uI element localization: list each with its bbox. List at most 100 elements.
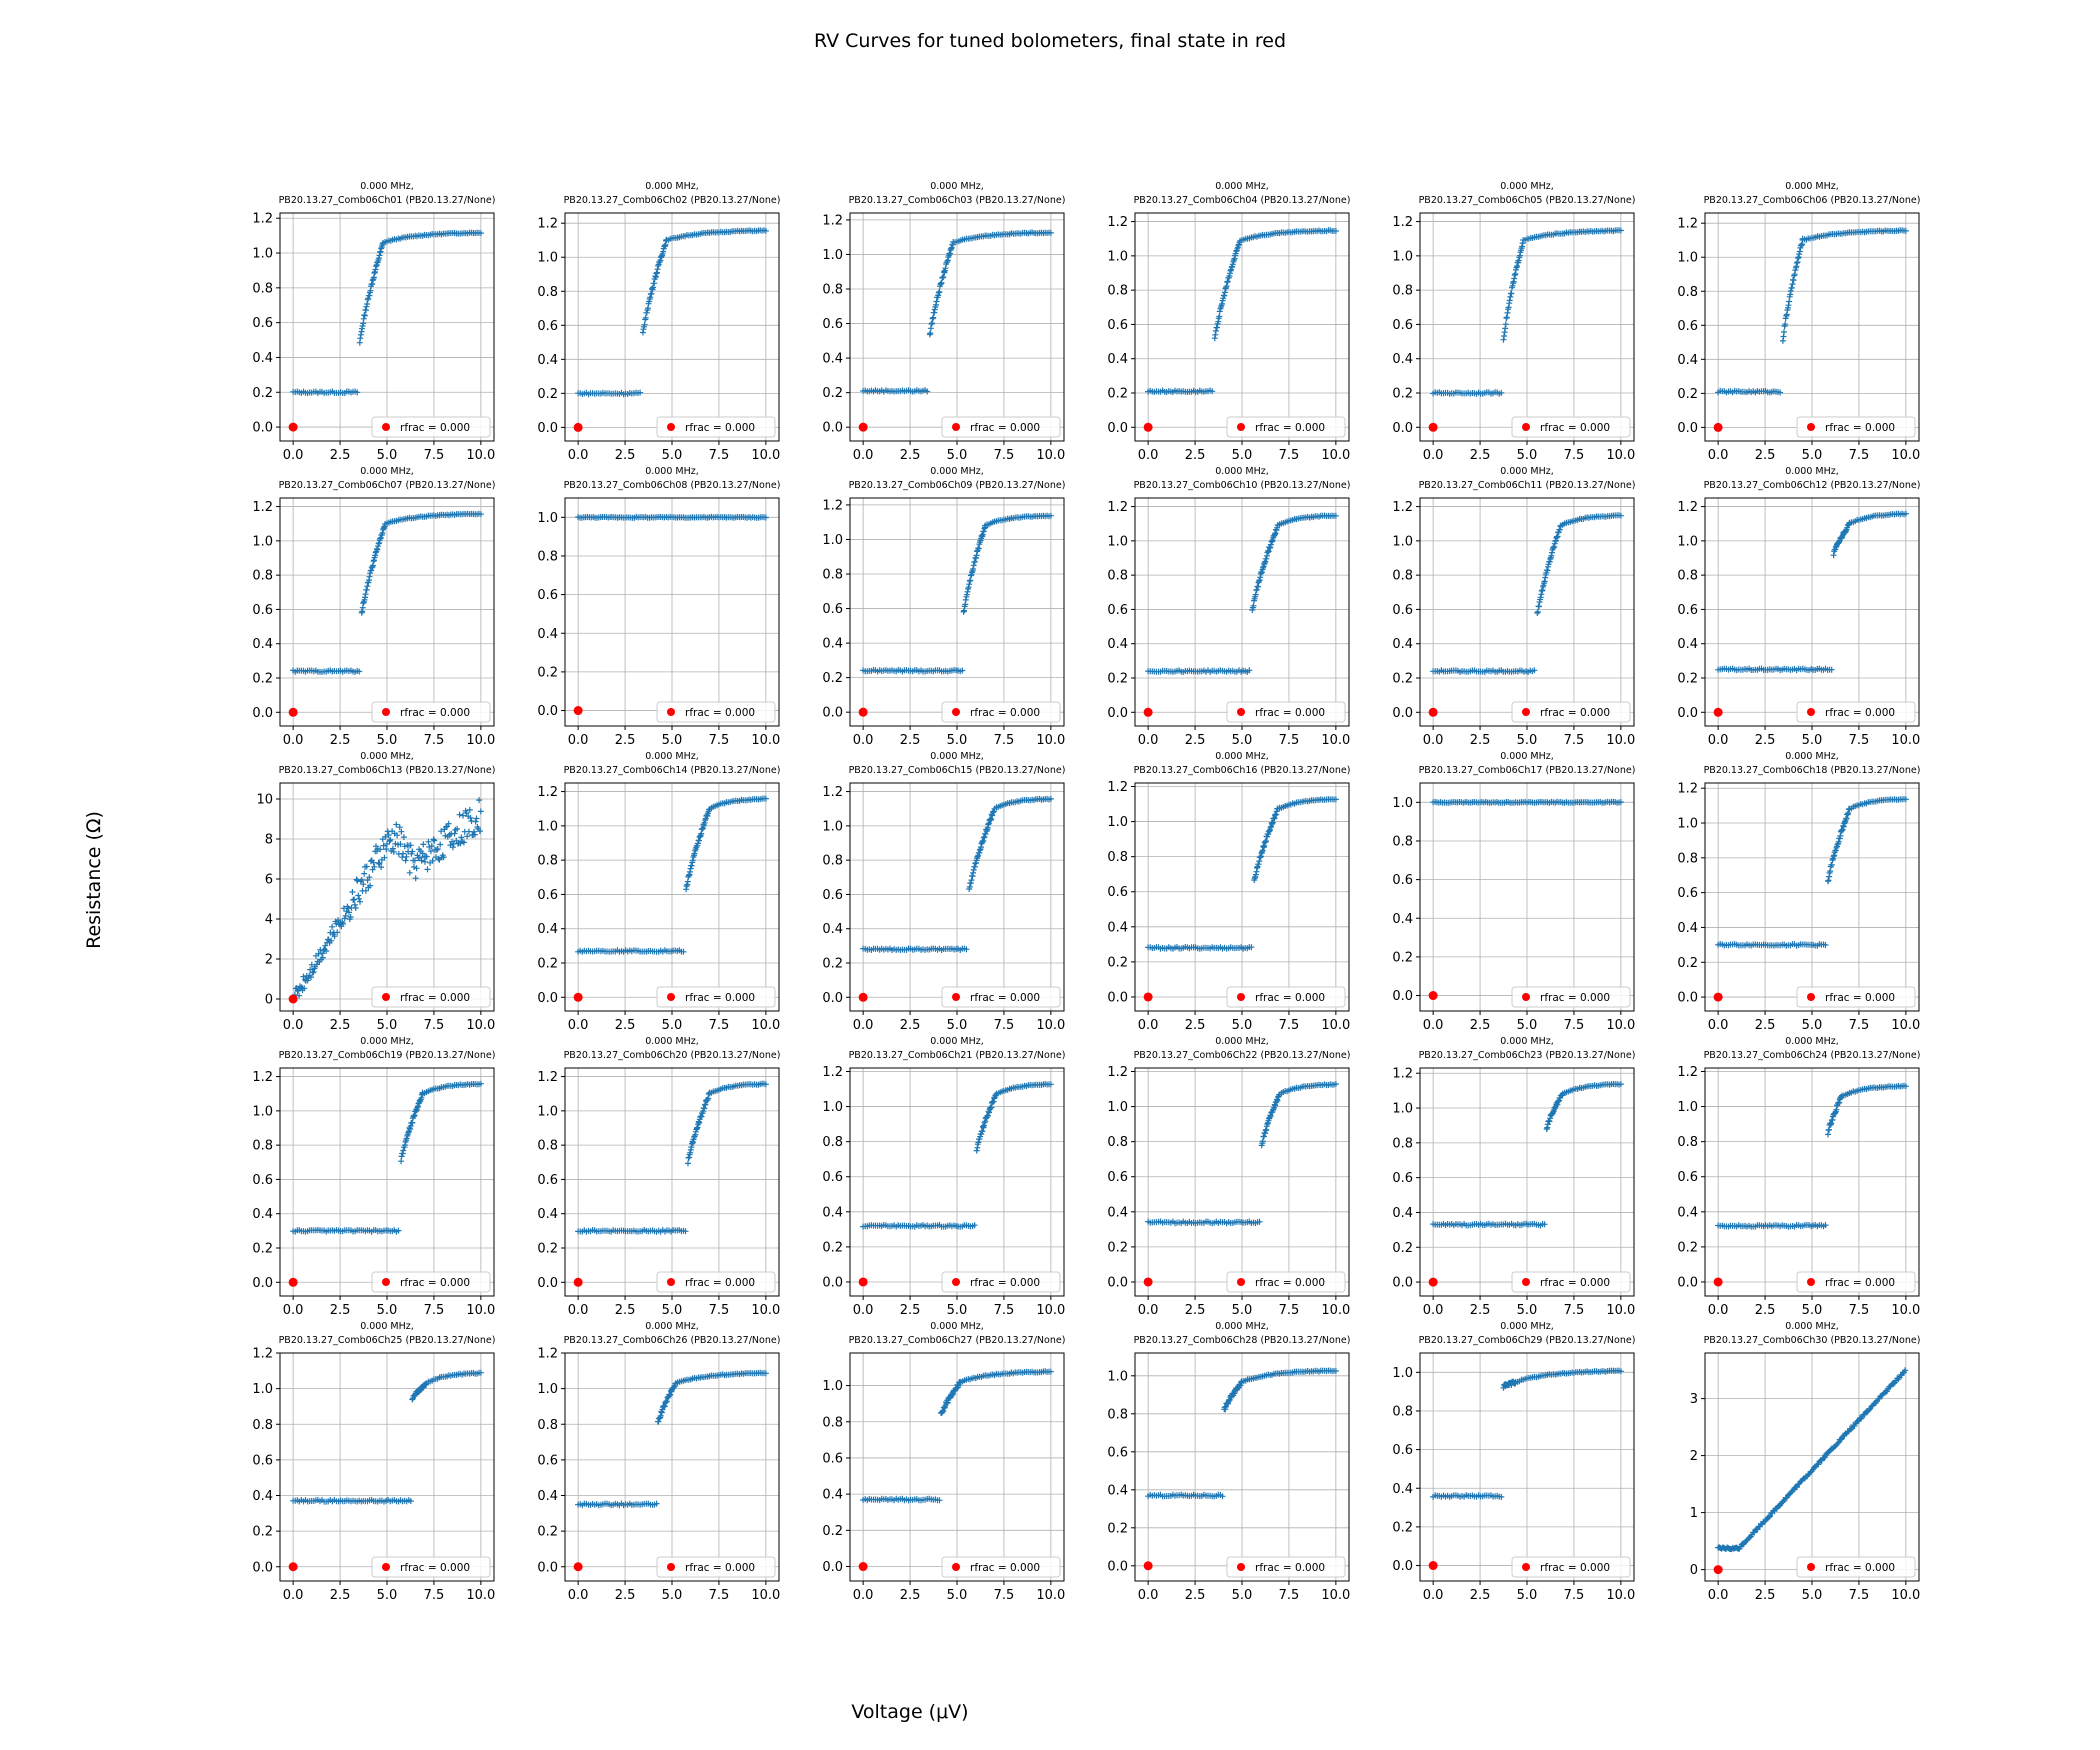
x-tick-label: 10.0 xyxy=(1606,1303,1635,1318)
x-tick-label: 10.0 xyxy=(1606,1588,1635,1603)
y-tick-label: 0.0 xyxy=(1107,1559,1128,1574)
rv-data-points xyxy=(575,513,769,521)
x-tick-label: 0.0 xyxy=(1708,448,1729,463)
y-tick-label: 0.4 xyxy=(822,922,843,937)
legend-box xyxy=(1226,416,1346,438)
y-tick-label: 1.0 xyxy=(1107,249,1128,264)
legend-marker xyxy=(667,1278,675,1286)
final-state-point xyxy=(288,994,298,1004)
x-tick-label: 2.5 xyxy=(1470,1018,1491,1033)
x-tick-label: 2.5 xyxy=(1185,1303,1206,1318)
y-tick-label: 0.2 xyxy=(537,387,558,402)
y-tick-label: 0.6 xyxy=(252,316,273,331)
y-tick-label: 1.0 xyxy=(537,511,558,526)
y-tick-label: 0.2 xyxy=(252,386,273,401)
y-tick-label: 0.6 xyxy=(537,319,558,334)
subplot-title-freq: 0.000 MHz, xyxy=(360,181,414,192)
y-tick-label: 0.8 xyxy=(1107,1407,1128,1422)
subplot-ch01: 0.000 MHz, PB20.13.27_Comb06Ch01 (PB20.13… xyxy=(252,181,495,463)
subplot-title-freq: 0.000 MHz, xyxy=(360,1036,414,1047)
x-tick-label: 7.5 xyxy=(1279,733,1300,748)
legend-marker xyxy=(667,1563,675,1571)
x-tick-label: 10.0 xyxy=(1891,1303,1920,1318)
legend-label: rfrac = 0.000 xyxy=(685,422,755,434)
legend-box xyxy=(1796,1271,1916,1293)
y-tick-label: 0.4 xyxy=(1392,912,1413,927)
subplot-title-freq: 0.000 MHz, xyxy=(1500,1321,1554,1332)
rv-data-points xyxy=(1145,1367,1339,1500)
x-tick-label: 10.0 xyxy=(1606,448,1635,463)
y-tick-label: 0.0 xyxy=(1677,1275,1698,1290)
y-tick-label: 1.2 xyxy=(1677,782,1698,797)
axes-frame xyxy=(279,212,495,442)
y-tick-label: 0.8 xyxy=(537,1418,558,1433)
x-tick-label: 2.5 xyxy=(330,1018,351,1033)
y-tick-label: 0.0 xyxy=(1392,989,1413,1004)
subplot-title-channel: PB20.13.27_Comb06Ch17 (PB20.13.27/None) xyxy=(1419,765,1636,776)
y-tick-label: 0.8 xyxy=(822,1135,843,1150)
subplot-title-freq: 0.000 MHz, xyxy=(1785,466,1839,477)
y-tick-label: 1.2 xyxy=(537,785,558,800)
rv-data-points xyxy=(1715,1082,1909,1230)
rv-data-points xyxy=(290,510,484,675)
subplot-title-channel: PB20.13.27_Comb06Ch26 (PB20.13.27/None) xyxy=(564,1335,781,1346)
x-tick-label: 7.5 xyxy=(424,1588,445,1603)
x-tick-label: 0.0 xyxy=(283,1303,304,1318)
y-tick-label: 0.8 xyxy=(252,281,273,296)
final-state-point xyxy=(573,992,583,1002)
x-tick-label: 10.0 xyxy=(1036,1588,1065,1603)
final-state-point xyxy=(1143,992,1153,1002)
x-tick-label: 0.0 xyxy=(568,1588,589,1603)
legend-label: rfrac = 0.000 xyxy=(970,992,1040,1004)
final-state-point xyxy=(1428,707,1438,717)
final-state-point xyxy=(288,1562,298,1572)
x-tick-label: 7.5 xyxy=(709,1588,730,1603)
legend-marker xyxy=(382,1278,390,1286)
y-tick-label: 2 xyxy=(265,953,273,968)
y-tick-label: 0.4 xyxy=(537,353,558,368)
axes-frame xyxy=(564,497,780,727)
x-tick-label: 10.0 xyxy=(751,733,780,748)
x-tick-label: 5.0 xyxy=(1517,733,1538,748)
x-tick-label: 5.0 xyxy=(1232,1588,1253,1603)
axes-frame xyxy=(1419,782,1635,1012)
y-tick-label: 0.0 xyxy=(1677,706,1698,721)
axes-frame xyxy=(279,497,495,727)
subplot-title-channel: PB20.13.27_Comb06Ch05 (PB20.13.27/None) xyxy=(1419,195,1636,206)
x-tick-label: 7.5 xyxy=(1279,1588,1300,1603)
y-tick-label: 1.2 xyxy=(1107,215,1128,230)
y-tick-label: 0.6 xyxy=(252,1173,273,1188)
axes-frame xyxy=(564,782,780,1012)
y-tick-label: 0.4 xyxy=(252,637,273,652)
y-tick-label: 1.0 xyxy=(537,819,558,834)
y-tick-label: 1.0 xyxy=(1107,1100,1128,1115)
y-tick-label: 0.0 xyxy=(252,1276,273,1291)
axes-frame xyxy=(1134,782,1350,1012)
legend-marker xyxy=(1807,993,1815,1001)
y-tick-label: 0.8 xyxy=(822,568,843,583)
y-tick-label: 0.2 xyxy=(537,1525,558,1540)
y-tick-label: 1.0 xyxy=(1392,796,1413,811)
subplot-ch11: 0.000 MHz, PB20.13.27_Comb06Ch11 (PB20.13… xyxy=(1392,466,1635,748)
final-state-point xyxy=(858,1562,868,1572)
y-tick-label: 1.2 xyxy=(1392,215,1413,230)
rv-data-points xyxy=(860,1081,1054,1230)
rv-data-points xyxy=(1430,1081,1624,1229)
x-tick-label: 7.5 xyxy=(1564,448,1585,463)
y-tick-label: 0.0 xyxy=(537,991,558,1006)
legend-box xyxy=(1511,701,1631,723)
x-tick-label: 5.0 xyxy=(947,1588,968,1603)
y-tick-label: 0.4 xyxy=(1107,637,1128,652)
y-tick-label: 1.0 xyxy=(537,251,558,266)
x-tick-label: 2.5 xyxy=(615,448,636,463)
x-tick-label: 2.5 xyxy=(900,733,921,748)
y-tick-label: 1.0 xyxy=(822,1100,843,1115)
y-tick-label: 1.0 xyxy=(1392,249,1413,264)
legend-marker xyxy=(952,993,960,1001)
y-tick-label: 1.2 xyxy=(1392,500,1413,515)
legend-label: rfrac = 0.000 xyxy=(400,992,470,1004)
x-tick-label: 5.0 xyxy=(662,1303,683,1318)
x-tick-label: 10.0 xyxy=(1036,1018,1065,1033)
y-tick-label: 0.2 xyxy=(1392,672,1413,687)
x-tick-label: 2.5 xyxy=(1185,448,1206,463)
